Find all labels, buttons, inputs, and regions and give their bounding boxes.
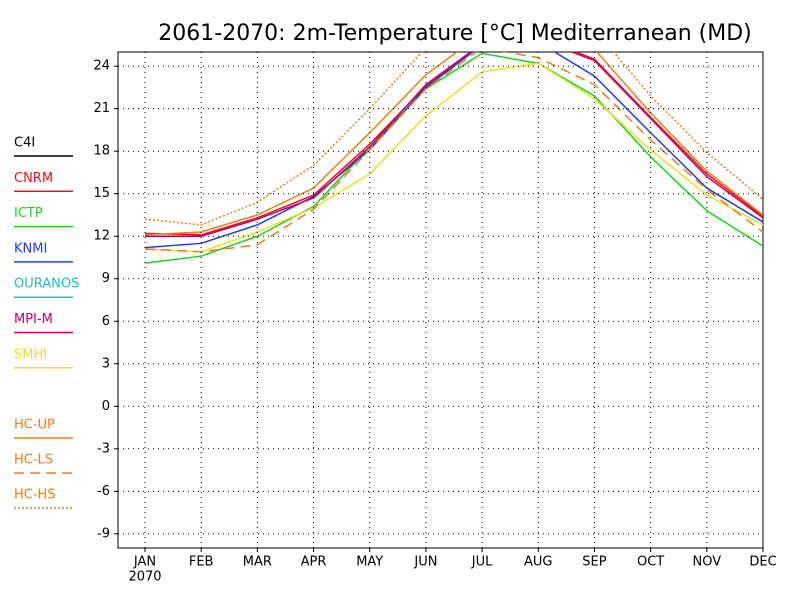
x-tick-label: JUL	[471, 555, 493, 570]
x-tick-label: DEC	[749, 555, 776, 570]
x-sublabel: 2070	[128, 570, 161, 585]
y-tick-label: -6	[97, 484, 110, 499]
legend-label: ICTP	[14, 206, 43, 221]
legend-label: HC-HS	[14, 488, 56, 503]
legend-label: OURANOS	[14, 277, 79, 292]
legend-label: MPI-M	[14, 312, 53, 327]
legend-label: CNRM	[14, 171, 53, 186]
y-tick-label: -9	[97, 526, 110, 541]
x-tick-label: MAY	[356, 555, 383, 570]
x-tick-label: SEP	[582, 555, 606, 570]
x-tick-label: JUN	[413, 555, 437, 570]
legend-label: HC-UP	[14, 418, 55, 433]
y-tick-label: 12	[93, 229, 110, 244]
series-line	[144, 52, 763, 253]
y-tick-label: -3	[97, 441, 110, 456]
legend-label: C4I	[14, 136, 35, 151]
plot-frame	[117, 51, 764, 549]
legend-label: HC-LS	[14, 453, 53, 468]
x-tick-label: NOV	[693, 555, 722, 570]
y-tick-label: 15	[93, 186, 110, 201]
lines	[144, 52, 763, 264]
legend-label: KNMI	[14, 241, 47, 256]
y-tick-label: 0	[102, 399, 110, 414]
legend-label: SMHI	[14, 347, 47, 362]
chart-title: 2061-2070: 2m-Temperature [°C] Mediterra…	[158, 21, 751, 46]
y-tick-label: 9	[102, 271, 110, 286]
y-tick-label: 18	[93, 144, 110, 159]
series-line	[144, 52, 763, 236]
y-tick-label: 24	[93, 59, 110, 74]
x-tick-label: OCT	[637, 555, 664, 570]
x-tick-label: FEB	[189, 555, 214, 570]
y-tick-label: 6	[102, 314, 110, 329]
x-tick-label: MAR	[243, 555, 272, 570]
series-line	[144, 62, 763, 253]
y-tick-label: 3	[102, 356, 110, 371]
series-line	[144, 52, 763, 264]
series-line	[144, 52, 763, 236]
x-tick-label: AUG	[524, 555, 552, 570]
x-tick-label: APR	[301, 555, 327, 570]
x-tick-label: JAN	[133, 555, 156, 570]
y-tick-label: 21	[93, 101, 110, 116]
series-line	[144, 52, 763, 249]
series-line	[145, 52, 763, 237]
